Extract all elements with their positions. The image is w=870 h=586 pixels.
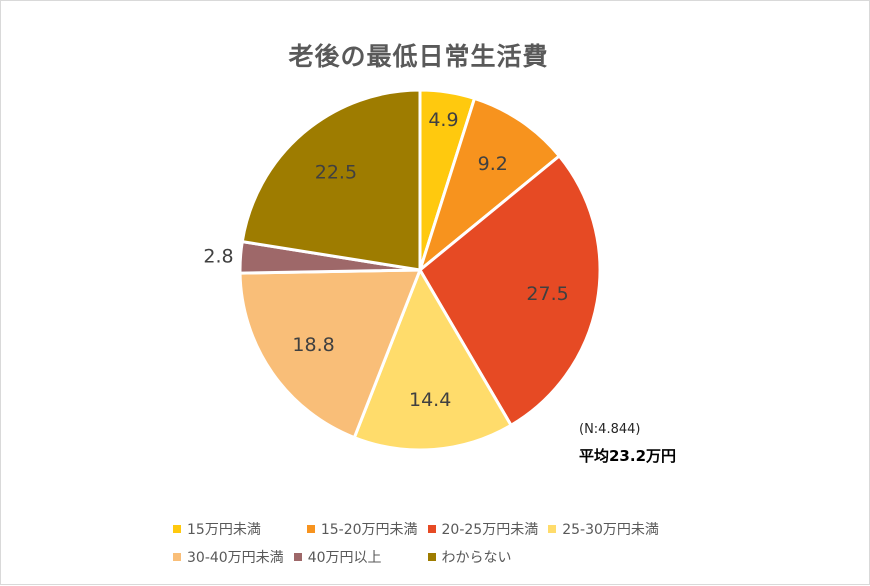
legend-swatch-icon — [293, 553, 302, 561]
legend-swatch-icon — [173, 553, 181, 561]
pie-slice — [418, 153, 602, 428]
pie-slice — [238, 268, 423, 440]
average-note: 平均23.2万円 — [579, 447, 677, 465]
legend-label: 15-20万円未満 — [320, 522, 418, 538]
data-label: 14.4 — [409, 389, 451, 411]
legend-label: 30-40万円未満 — [187, 550, 284, 566]
pie-slice — [417, 96, 562, 275]
sample-size-note: (N:4.844) — [579, 422, 641, 437]
legend-item: わからない — [427, 547, 512, 567]
legend-swatch-icon — [306, 525, 315, 533]
legend-item: 20-25万円未満 — [427, 519, 539, 539]
legend-row-1: 15万円未満 15-20万円未満 20-25万円未満 25-30万円未満 — [173, 515, 773, 543]
legend-item: 15万円未満 — [173, 519, 261, 539]
legend-row-2: 30-40万円未満 40万円以上 わからない — [173, 543, 773, 571]
legend-label: 40万円以上 — [307, 550, 382, 566]
legend-label: 15万円未満 — [187, 522, 261, 538]
legend-swatch-icon — [173, 525, 181, 533]
pie-labels: 4.9 9.2 27.5 14.4 18.8 2.8 22.5 — [203, 109, 568, 411]
chart-title: 老後の最低日常生活費 — [288, 42, 549, 71]
legend-label: わからない — [441, 550, 512, 566]
data-label: 27.5 — [526, 283, 568, 305]
legend-item: 30-40万円未満 — [173, 547, 284, 567]
legend-swatch-icon — [427, 525, 436, 533]
legend-label: 20-25万円未満 — [441, 522, 539, 538]
data-label: 2.8 — [203, 246, 233, 268]
pie-slice — [240, 88, 422, 272]
legend-label: 25-30万円未満 — [562, 522, 659, 538]
pie-slices — [238, 88, 602, 452]
legend: 15万円未満 15-20万円未満 20-25万円未満 25-30万円未満 30-40万… — [173, 515, 773, 571]
legend-item: 15-20万円未満 — [306, 519, 418, 539]
data-label: 4.9 — [428, 109, 458, 131]
legend-item: 40万円以上 — [293, 547, 382, 567]
legend-swatch-icon — [427, 553, 436, 561]
legend-item: 25-30万円未満 — [548, 519, 659, 539]
data-label: 9.2 — [478, 153, 508, 175]
pie-slice — [352, 266, 514, 452]
data-label: 22.5 — [315, 161, 357, 183]
legend-swatch-icon — [548, 525, 557, 533]
data-label: 18.8 — [292, 334, 334, 356]
